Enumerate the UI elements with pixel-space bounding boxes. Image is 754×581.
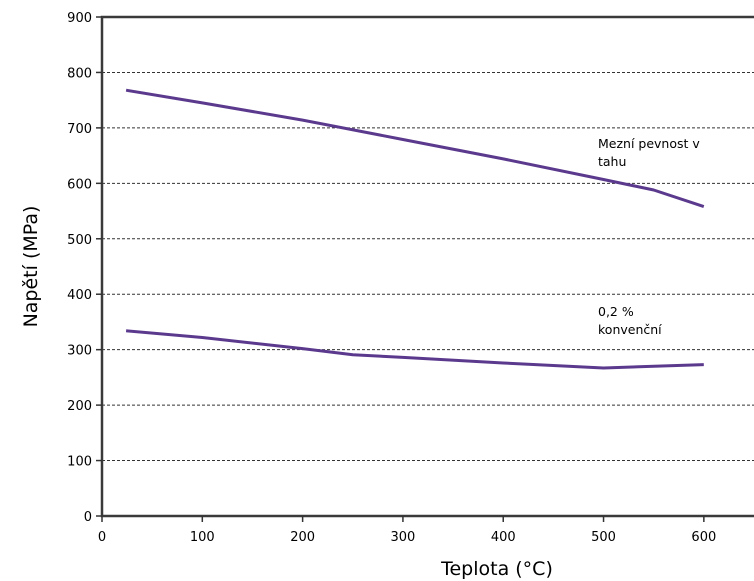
x-tick-label: 300 xyxy=(391,530,416,545)
gridlines xyxy=(102,71,754,462)
y-axis-title: Napětí (MPa) xyxy=(20,206,42,328)
series-line-1 xyxy=(125,88,705,209)
y-tick-label: 400 xyxy=(67,288,92,303)
y-tick-label: 0 xyxy=(84,510,92,525)
y-axis-ticks: 0 100 200 300 400 500 600 700 800 900 xyxy=(67,11,102,525)
y-tick-label: 500 xyxy=(67,233,92,248)
series-line-2 xyxy=(125,329,704,370)
y-tick-label: 800 xyxy=(67,66,92,81)
y-tick-label: 700 xyxy=(67,122,92,137)
y-tick-label: 900 xyxy=(67,11,92,26)
series-annotation-2: 0,2 % konvenční xyxy=(598,304,662,337)
x-tick-label: 100 xyxy=(190,530,215,545)
x-tick-label: 600 xyxy=(691,530,716,545)
y-tick-label: 100 xyxy=(67,455,92,470)
x-tick-label: 400 xyxy=(491,530,516,545)
y-tick-label: 600 xyxy=(67,177,92,192)
y-tick-label: 200 xyxy=(67,399,92,414)
y-tick-label: 300 xyxy=(67,344,92,359)
x-axis-title: Teplota (°C) xyxy=(440,558,553,580)
plot-area-frame xyxy=(100,15,754,518)
series-lines xyxy=(125,88,705,370)
x-axis-ticks: 0 100 200 300 400 500 600 xyxy=(98,516,716,545)
x-tick-label: 500 xyxy=(591,530,616,545)
x-tick-label: 200 xyxy=(290,530,315,545)
series-annotation-1: Mezní pevnost v tahu xyxy=(598,136,700,169)
series-annotations: Mezní pevnost v tahu 0,2 % konvenční xyxy=(598,136,700,337)
x-tick-label: 0 xyxy=(98,530,106,545)
